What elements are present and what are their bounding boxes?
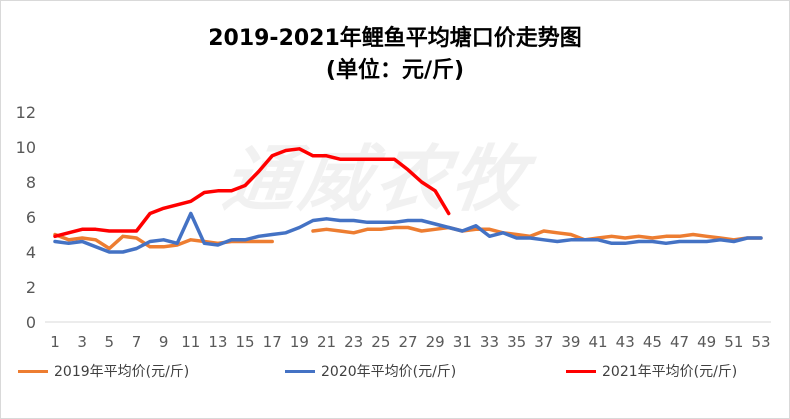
x-tick-label: 47 [670, 333, 689, 351]
x-tick-label: 19 [290, 333, 309, 351]
x-tick-label: 41 [589, 333, 608, 351]
x-tick-label: 43 [616, 333, 635, 351]
x-tick-label: 29 [426, 333, 445, 351]
x-tick-label: 21 [317, 333, 336, 351]
x-tick-label: 13 [208, 333, 227, 351]
chart-subtitle: (单位：元/斤) [325, 58, 465, 83]
x-tick-label: 49 [697, 333, 716, 351]
y-tick-label: 4 [26, 243, 36, 262]
series-line-3 [53, 147, 451, 239]
y-tick-label: 10 [16, 138, 36, 157]
x-tick-label: 37 [534, 333, 553, 351]
x-tick-label: 15 [236, 333, 255, 351]
series-line-1 [53, 225, 763, 251]
legend-item: 2019年平均价(元/斤) [18, 361, 189, 381]
legend-swatch [18, 369, 48, 373]
legend-item: 2021年平均价(元/斤) [566, 361, 737, 381]
y-tick-label: 8 [26, 173, 36, 192]
legend-label: 2021年平均价(元/斤) [602, 364, 738, 380]
x-tick-label: 3 [77, 333, 87, 351]
x-tick-label: 39 [561, 333, 580, 351]
legend-swatch [566, 369, 596, 373]
x-tick-label: 5 [105, 333, 115, 351]
x-tick-label: 23 [344, 333, 363, 351]
x-tick-label: 51 [724, 333, 743, 351]
x-tick-label: 45 [643, 333, 662, 351]
x-tick-label: 7 [132, 333, 142, 351]
legend-label: 2020年平均价(元/斤) [321, 364, 457, 380]
x-tick-label: 35 [507, 333, 526, 351]
x-tick-label: 31 [453, 333, 472, 351]
y-tick-label: 2 [26, 278, 36, 297]
legend-swatch [285, 369, 315, 373]
x-tick-label: 1 [50, 333, 60, 351]
legend: 2019年平均价(元/斤) 2020年平均价(元/斤) 2021年平均价(元/斤) [0, 361, 790, 381]
series-line-2 [53, 211, 763, 254]
x-tick-label: 25 [371, 333, 390, 351]
y-tick-label: 6 [26, 208, 36, 227]
chart-title: 2019-2021年鲤鱼平均塘口价走势图 [208, 26, 582, 51]
x-tick-label: 11 [181, 333, 200, 351]
y-tick-label: 0 [26, 313, 36, 332]
x-tick-label: 17 [263, 333, 282, 351]
x-tick-label: 27 [398, 333, 417, 351]
x-tick-label: 9 [159, 333, 169, 351]
y-tick-label: 12 [16, 103, 36, 122]
legend-item: 2020年平均价(元/斤) [285, 361, 456, 381]
x-tick-label: 33 [480, 333, 499, 351]
x-tick-label: 53 [751, 333, 770, 351]
legend-label: 2019年平均价(元/斤) [54, 364, 190, 380]
